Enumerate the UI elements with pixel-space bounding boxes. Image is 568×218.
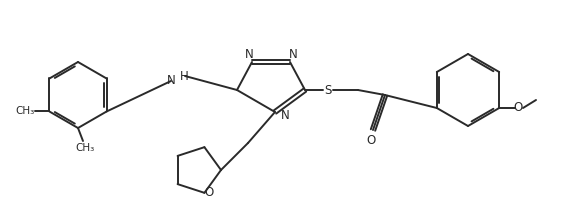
Text: O: O <box>366 133 375 146</box>
Text: N: N <box>245 48 253 61</box>
Text: N: N <box>281 109 289 123</box>
Text: S: S <box>324 83 332 97</box>
Text: CH₃: CH₃ <box>76 143 95 153</box>
Text: CH₃: CH₃ <box>16 107 35 116</box>
Text: O: O <box>205 186 214 199</box>
Text: N: N <box>167 73 176 87</box>
Text: N: N <box>289 48 298 61</box>
Text: H: H <box>180 70 189 82</box>
Text: O: O <box>513 102 523 114</box>
